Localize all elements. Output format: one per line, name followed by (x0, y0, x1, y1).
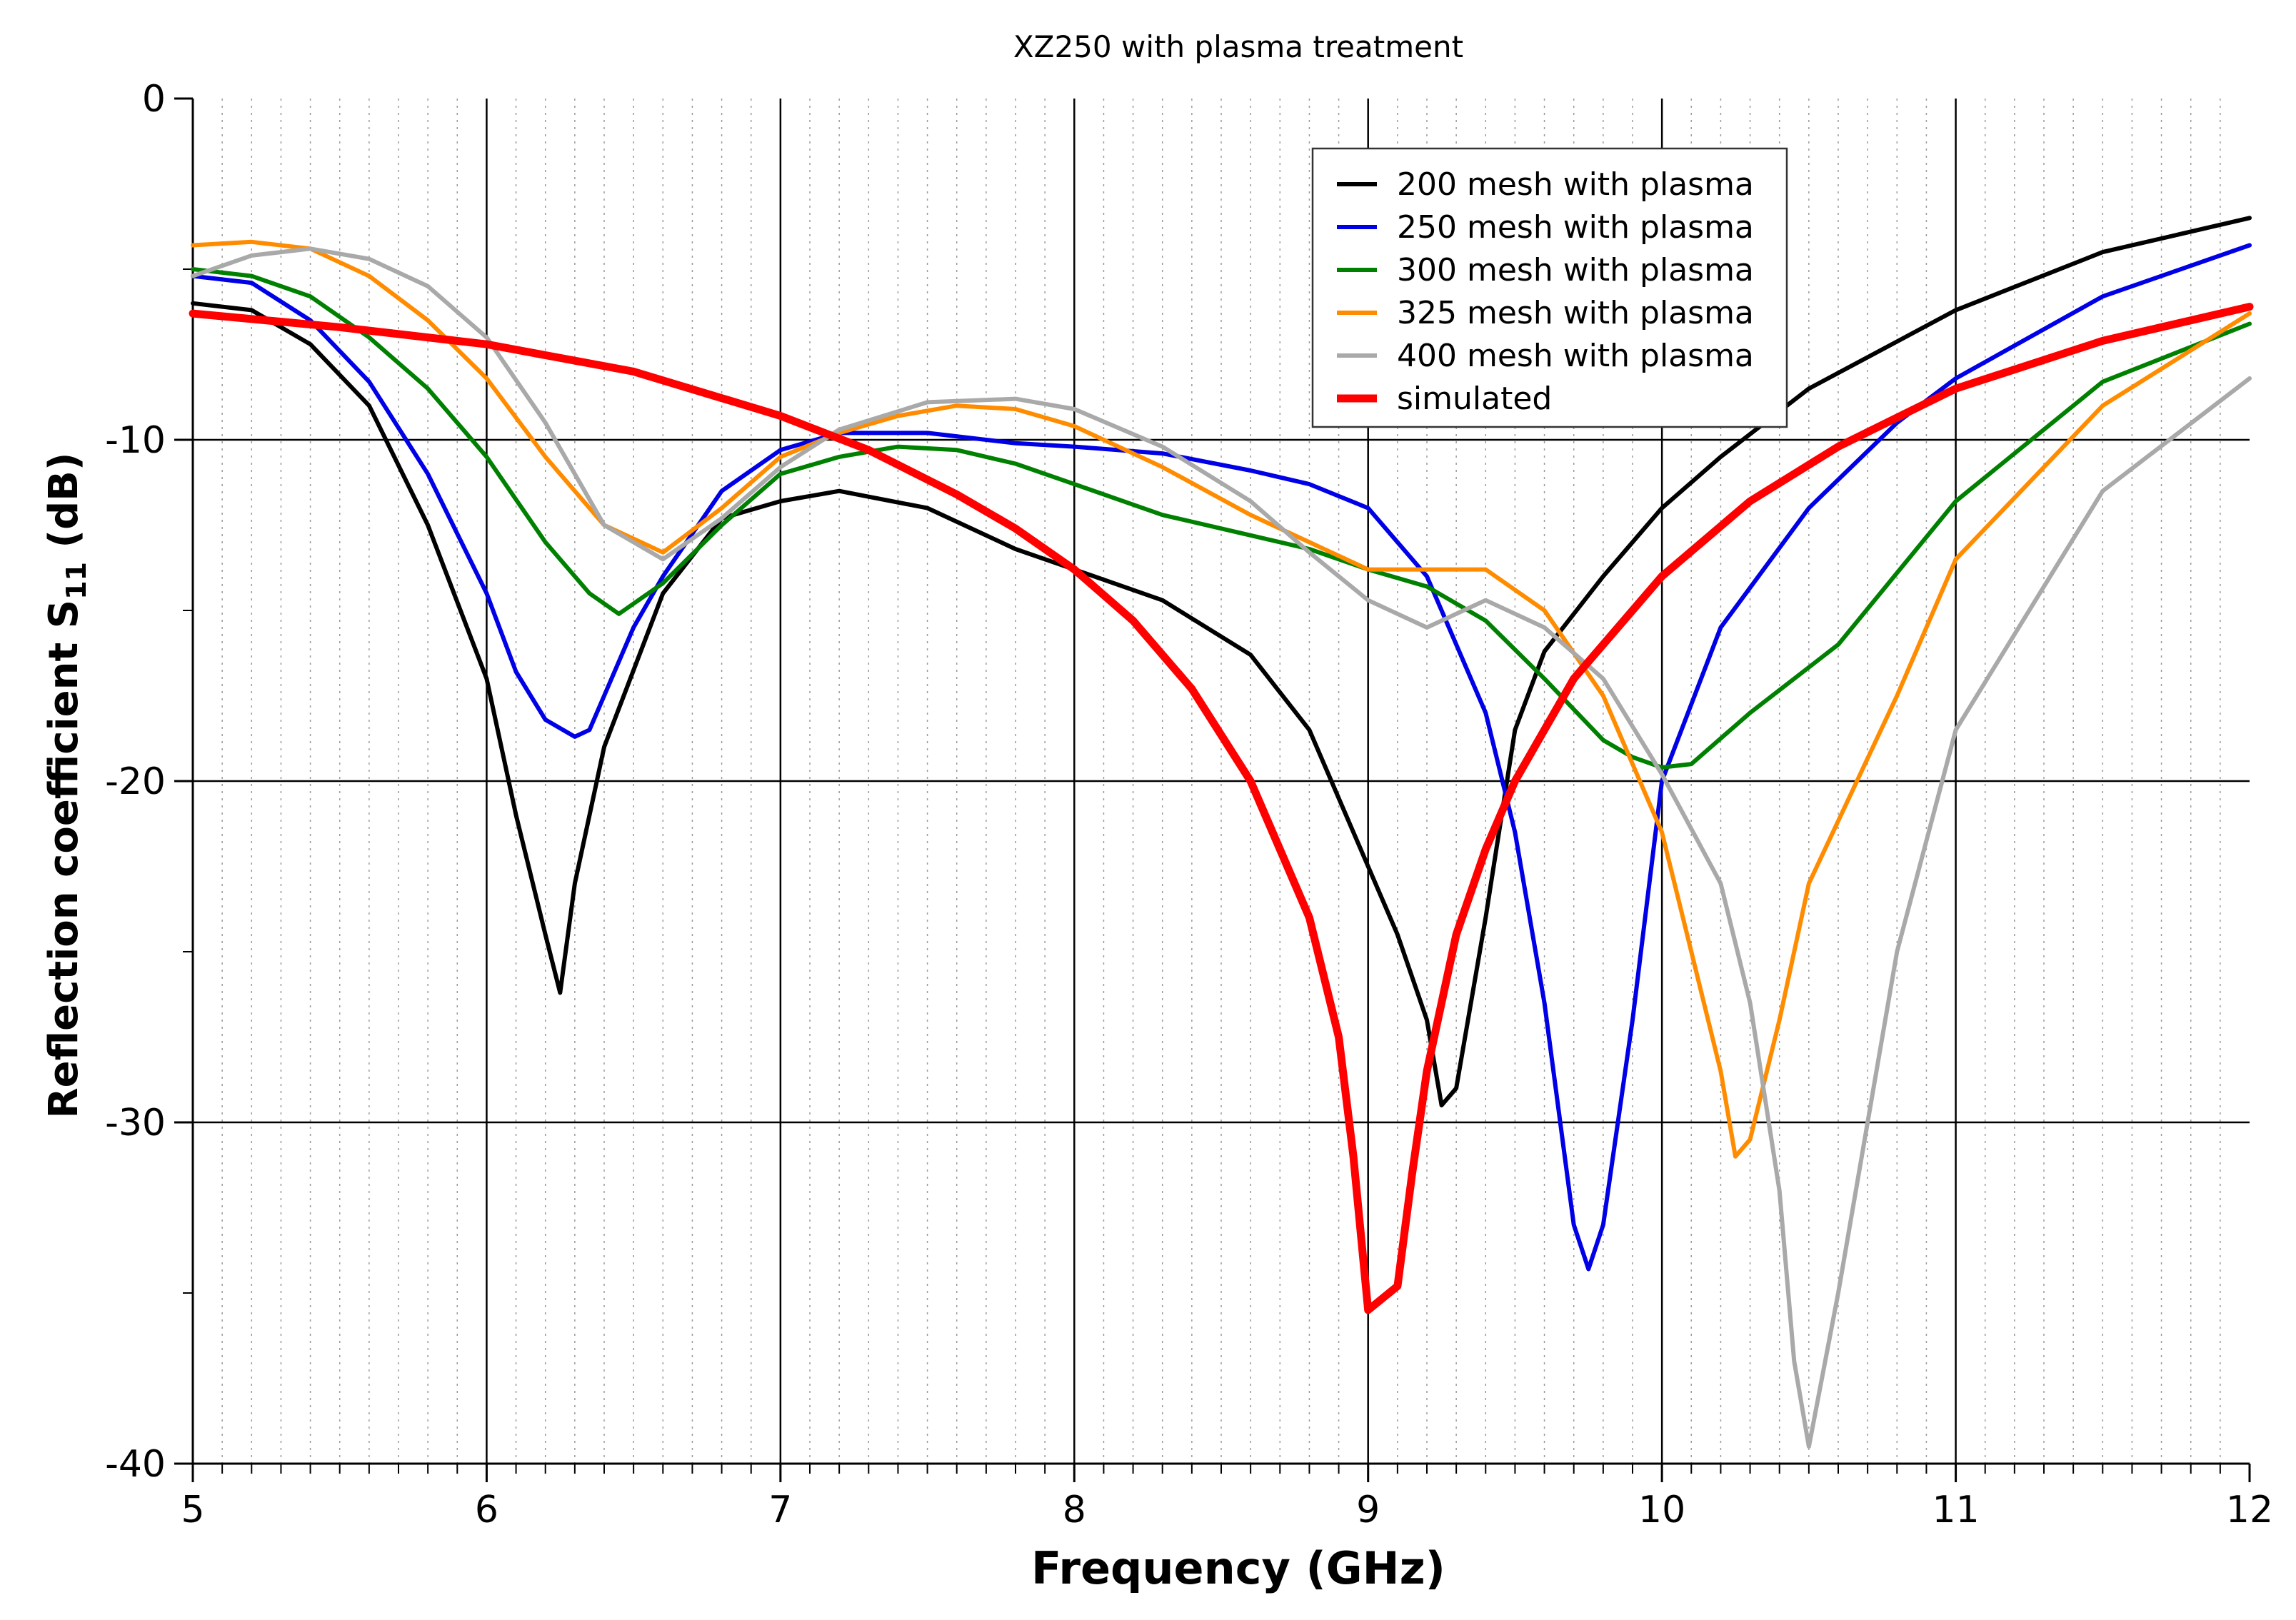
series-line-400-mesh-with-plasma (191, 246, 2252, 1449)
y-tick-label: 0 (142, 78, 166, 121)
x-tick-label: 10 (1638, 1489, 1685, 1531)
y-tick-label: -10 (105, 419, 166, 462)
series-line-200-mesh-with-plasma (191, 216, 2252, 1108)
x-tick-label: 5 (181, 1489, 204, 1531)
y-axis-label: Reflection coefficient S11 (dB) (41, 453, 92, 1119)
x-tick-label: 7 (768, 1489, 792, 1531)
legend-entry: 250 mesh with plasma (1397, 209, 1754, 246)
legend-entry: 300 mesh with plasma (1397, 252, 1754, 288)
x-tick-label: 8 (1063, 1489, 1086, 1531)
series-line-simulated (189, 303, 2254, 1314)
legend-entry: simulated (1397, 381, 1552, 417)
legend-entry: 400 mesh with plasma (1397, 338, 1754, 374)
x-tick-label: 9 (1356, 1489, 1380, 1531)
legend-entry: 325 mesh with plasma (1397, 295, 1754, 331)
y-tick-label: -20 (105, 760, 166, 803)
y-axis-label-subscript: 11 (61, 562, 92, 600)
y-tick-label: -40 (105, 1443, 166, 1486)
y-axis-label-unit: (dB) (41, 453, 87, 562)
legend-entry: 200 mesh with plasma (1397, 166, 1754, 203)
y-axis-ticks: 0 -10 -20 -30 -40 (105, 78, 193, 1486)
y-axis-label-main: Reflection coefficient S (41, 600, 87, 1119)
x-tick-label: 11 (1932, 1489, 1979, 1531)
x-axis-ticks: 5 6 7 8 9 10 11 12 (181, 1464, 2273, 1531)
series-line-300-mesh-with-plasma (191, 267, 2252, 770)
chart-title: XZ250 with plasma treatment (1013, 29, 1463, 64)
x-tick-label: 12 (2226, 1489, 2273, 1531)
x-tick-label: 6 (475, 1489, 498, 1531)
series-lines (189, 216, 2254, 1449)
x-axis-label: Frequency (GHz) (1031, 1542, 1445, 1594)
legend-box (1311, 147, 1788, 428)
y-tick-label: -30 (105, 1102, 166, 1144)
legend: 200 mesh with plasma 250 mesh with plasma… (1311, 147, 1788, 428)
series-line-325-mesh-with-plasma (191, 239, 2252, 1159)
